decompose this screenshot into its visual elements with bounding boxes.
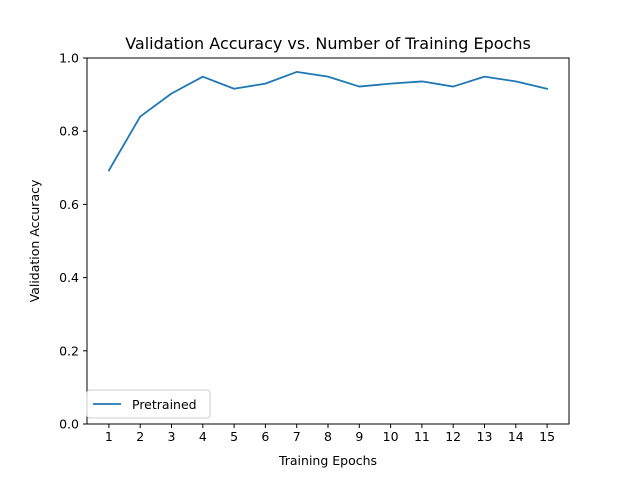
y-tick-label: 0.2 <box>59 343 79 358</box>
x-tick-label: 9 <box>355 429 363 444</box>
x-tick-label: 13 <box>477 429 493 444</box>
y-axis-label: Validation Accuracy <box>27 179 42 302</box>
y-tick-label: 0.6 <box>59 197 79 212</box>
y-tick-label: 0.8 <box>59 124 79 139</box>
legend-entry-label: Pretrained <box>132 397 197 412</box>
y-tick-label: 1.0 <box>59 51 79 66</box>
x-tick-label: 6 <box>261 429 269 444</box>
x-tick-label: 11 <box>414 429 430 444</box>
y-tick-label: 0.4 <box>59 270 79 285</box>
y-tick-label: 0.0 <box>59 417 79 432</box>
legend: Pretrained <box>86 389 211 419</box>
x-tick-label: 1 <box>105 429 113 444</box>
legend-box <box>86 389 211 419</box>
x-tick-label: 12 <box>445 429 461 444</box>
plot-area: 1 2 3 4 5 6 7 8 9 10 11 12 13 14 150.00.20.40.60.81.0 <box>59 51 570 444</box>
x-tick-label: 15 <box>539 429 555 444</box>
x-tick-label: 3 <box>168 429 176 444</box>
x-tick-label: 8 <box>324 429 332 444</box>
x-tick-label: 4 <box>199 429 207 444</box>
x-tick-label: 14 <box>508 429 524 444</box>
series-line-pretrained <box>107 71 549 172</box>
x-axis-label: Training Epochs <box>278 453 377 468</box>
x-tick-label: 5 <box>230 429 238 444</box>
chart-title: Validation Accuracy vs. Number of Traini… <box>125 34 531 53</box>
x-tick-label: 10 <box>383 429 399 444</box>
x-tick-label: 2 <box>136 429 144 444</box>
x-tick-label: 7 <box>293 429 301 444</box>
